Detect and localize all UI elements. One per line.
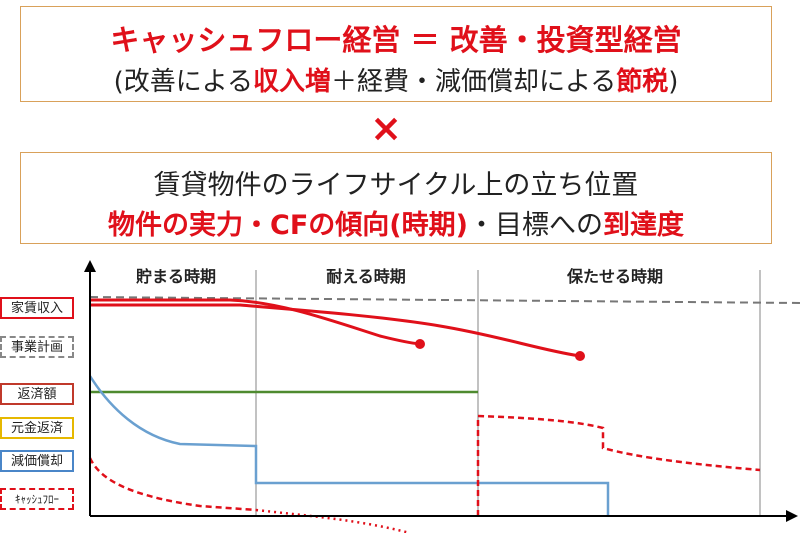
position-title: 賃貸物件のライフサイクル上の立ち位置 [153,170,639,201]
position-subtitle: 物件の実力・CFの傾向(時期)・目標への到達度 [21,203,771,242]
position-middle-part: ・目標への [467,210,603,241]
header-title: キャッシュフロー経営 ＝ 改善・投資型経営 [110,23,682,57]
subtitle-tax-saving: 節税 [616,67,669,97]
rent-line-2 [90,303,581,358]
legend-rent: 家賃収入 [0,297,74,319]
multiply-icon: × [370,106,402,150]
legend-cashflow: ｷｬｯｼｭﾌﾛｰ [0,488,74,510]
x-axis-arrow-icon [786,510,798,522]
header-box: キャッシュフロー経営 ＝ 改善・投資型経営 (改善による収入増＋経費・減価償却に… [20,6,772,102]
position-strength-part: 物件の実力・CFの傾向(時期) [108,210,468,241]
position-box: 賃貸物件のライフサイクル上の立ち位置 物件の実力・CFの傾向(時期)・目標への到… [20,152,772,244]
subtitle-part-e: ) [668,67,679,97]
depreciation-line [88,375,610,516]
legend-repayment: 返済額 [0,383,74,405]
subtitle-part-c: ＋経費・減価償却による [330,67,617,97]
lifecycle-diagram: 貯まる時期 耐える時期 保たせる時期 [84,260,800,533]
period-label-1: 貯まる時期 [136,267,216,286]
subtitle-income-increase: 収入増 [252,67,331,97]
plan-line [89,296,800,304]
subtitle-part-a: (改善による [113,67,253,97]
period-label-3: 保たせる時期 [566,267,663,286]
header-subtitle: (改善による収入増＋経費・減価償却による節税) [21,61,771,98]
rent-line-1 [90,298,421,346]
period-label-2: 耐える時期 [326,267,406,286]
cashflow-line-3 [476,414,761,516]
rent-endpoint-2 [575,351,585,361]
rent-endpoint-1 [415,339,425,349]
y-axis-arrow-icon [84,260,96,272]
position-achievement-part: 到達度 [602,210,684,241]
cashflow-line-1 [88,457,257,512]
legend-depreciation: 減価償却 [0,450,74,472]
cashflow-line-2 [255,508,411,533]
legend-principal: 元金返済 [0,417,74,439]
legend-plan: 事業計画 [0,336,74,358]
